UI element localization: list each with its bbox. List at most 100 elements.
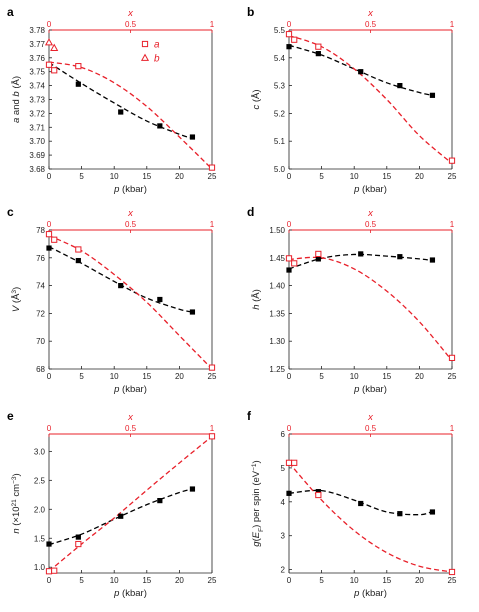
- legend: ab: [140, 40, 160, 65]
- data-point-black: [429, 509, 436, 515]
- top-x-axis-title: x: [367, 412, 374, 423]
- y-axis-title: h (Å): [251, 289, 262, 310]
- top-x-tick-label: 0.5: [125, 424, 137, 433]
- top-x-tick-label: 0: [287, 220, 292, 229]
- y-tick-label: 76: [36, 254, 45, 263]
- top-x-tick-label: 0.5: [125, 220, 137, 229]
- x-tick-label: 20: [175, 372, 184, 381]
- top-x-tick-label: 0.5: [365, 20, 377, 29]
- data-point-red-square: [315, 491, 322, 499]
- legend-triangle-icon: [140, 53, 150, 61]
- data-point-red-square: [285, 31, 293, 38]
- y-tick-label: 1.45: [269, 254, 285, 263]
- fit-line-red: [49, 61, 212, 169]
- legend-label-a: a: [154, 40, 160, 51]
- top-x-tick-label: 0: [47, 424, 52, 433]
- data-point-black: [315, 51, 321, 57]
- x-tick-label: 20: [415, 372, 424, 381]
- x-tick-label: 15: [382, 372, 391, 381]
- data-point-black: [286, 44, 292, 50]
- y-tick-label: 3.0: [34, 447, 46, 456]
- top-x-tick-label: 1: [450, 20, 455, 29]
- fit-line-red: [49, 234, 212, 369]
- data-point-red-square: [208, 164, 216, 171]
- data-point-red-square: [291, 36, 298, 43]
- top-x-tick-label: 0: [47, 220, 52, 229]
- data-point-red-square: [315, 250, 322, 258]
- panel-d: 0 5 10 15 20 251.251.301.351.401.451.500 0.5 1p…: [247, 205, 457, 395]
- top-x-tick-label: 1: [450, 220, 455, 229]
- panel-letter: f: [247, 409, 252, 423]
- x-tick-label: 5: [79, 372, 84, 381]
- data-point-red-square: [51, 67, 58, 74]
- y-axis-title: a and b (Å): [11, 76, 22, 123]
- fit-line-black: [289, 44, 433, 96]
- x-tick-label: 25: [208, 576, 217, 585]
- data-point-black: [157, 123, 163, 129]
- data-point-black: [358, 69, 364, 75]
- y-axis-title: n (×1021 cm−3): [11, 473, 23, 533]
- data-point-red-square: [45, 568, 53, 575]
- top-x-tick-label: 0.5: [365, 220, 377, 229]
- y-axis-title: c (Å): [251, 89, 262, 109]
- y-axis-title: V (Å3): [11, 287, 23, 312]
- data-point-red-square: [315, 43, 322, 50]
- data-point-red-square: [285, 459, 293, 466]
- top-x-tick-label: 1: [210, 20, 215, 29]
- data-point-black: [75, 534, 81, 540]
- y-tick-label: 1.0: [34, 563, 46, 572]
- y-tick-label: 5.1: [274, 137, 286, 146]
- top-x-tick-label: 0: [47, 20, 52, 29]
- x-tick-label: 15: [142, 372, 151, 381]
- y-tick-label: 5.2: [274, 109, 286, 118]
- data-point-black: [286, 267, 292, 273]
- y-tick-label: 3.77: [29, 40, 45, 49]
- top-x-tick-label: 1: [210, 220, 215, 229]
- data-point-red-square: [208, 433, 216, 440]
- fit-line-black: [289, 253, 433, 270]
- top-x-axis-title: x: [127, 8, 134, 19]
- data-point-black: [46, 245, 52, 251]
- panel-b: 0 5 10 15 20 255.05.15.25.35.45.50 0.5 1p (kbar…: [247, 5, 457, 195]
- y-tick-label: 3.70: [29, 137, 45, 146]
- data-point-red-square: [291, 260, 298, 267]
- y-tick-label: 3.76: [29, 54, 45, 63]
- y-tick-label: 5.4: [274, 54, 286, 63]
- data-point-black: [397, 83, 403, 89]
- y-tick-label: 5.0: [274, 165, 286, 174]
- data-point-black: [157, 498, 163, 504]
- data-point-red-triangle: [44, 38, 54, 46]
- y-tick-label: 3.69: [29, 151, 45, 160]
- y-tick-label: 1.35: [269, 309, 285, 318]
- data-point-red-square: [285, 255, 293, 262]
- data-point-black: [429, 92, 436, 98]
- y-tick-label: 3.72: [29, 109, 45, 118]
- y-tick-label: 72: [36, 309, 45, 318]
- data-point-red-square: [448, 157, 456, 164]
- data-point-black: [75, 81, 81, 87]
- x-tick-label: 5: [319, 372, 324, 381]
- panel-a: 0 5 10 15 20 253.683.693.703.713.723.733.743.…: [7, 5, 217, 195]
- panel-letter: d: [247, 205, 254, 219]
- x-tick-label: 15: [382, 172, 391, 181]
- data-point-black: [118, 109, 124, 115]
- data-point-black: [75, 257, 81, 264]
- y-tick-label: 70: [36, 337, 45, 346]
- x-tick-label: 0: [47, 372, 52, 381]
- data-point-red-square: [75, 63, 82, 70]
- fit-line-red: [49, 435, 212, 572]
- data-point-red-square: [75, 540, 82, 548]
- y-tick-label: 2.5: [34, 476, 46, 485]
- x-axis-title: p (kbar): [113, 384, 147, 395]
- fit-line-black: [289, 489, 433, 516]
- x-tick-label: 10: [350, 576, 359, 585]
- y-tick-label: 1.25: [269, 365, 285, 374]
- x-tick-label: 15: [382, 576, 391, 585]
- x-tick-label: 0: [47, 576, 52, 585]
- data-point-red-square: [45, 61, 53, 68]
- data-point-red-square: [75, 246, 82, 253]
- data-point-black: [189, 486, 196, 492]
- data-point-black: [358, 251, 364, 257]
